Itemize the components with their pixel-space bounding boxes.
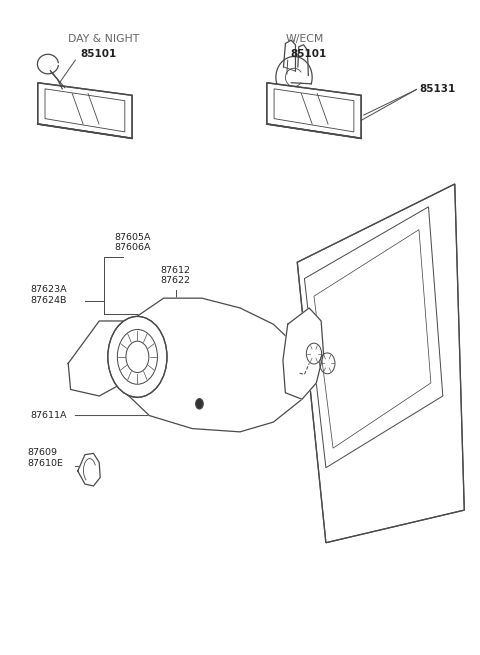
Polygon shape [297, 184, 464, 543]
Text: 87612
87622: 87612 87622 [161, 266, 191, 285]
Text: 87605A
87606A: 87605A 87606A [114, 233, 151, 252]
Polygon shape [68, 321, 128, 396]
Text: 85101: 85101 [80, 48, 116, 59]
Text: 87609
87610E: 87609 87610E [28, 448, 63, 468]
Text: W/ECM: W/ECM [285, 34, 324, 44]
Circle shape [196, 399, 203, 409]
Text: DAY & NIGHT: DAY & NIGHT [68, 34, 140, 44]
Text: 85131: 85131 [419, 84, 455, 94]
Text: 85101: 85101 [290, 48, 326, 59]
Polygon shape [267, 83, 361, 138]
Text: 87623A
87624B: 87623A 87624B [30, 286, 67, 305]
Circle shape [108, 316, 167, 398]
Polygon shape [111, 298, 309, 432]
Text: 87611A: 87611A [30, 411, 67, 420]
Polygon shape [283, 308, 324, 400]
Polygon shape [38, 83, 132, 138]
Polygon shape [78, 453, 100, 486]
